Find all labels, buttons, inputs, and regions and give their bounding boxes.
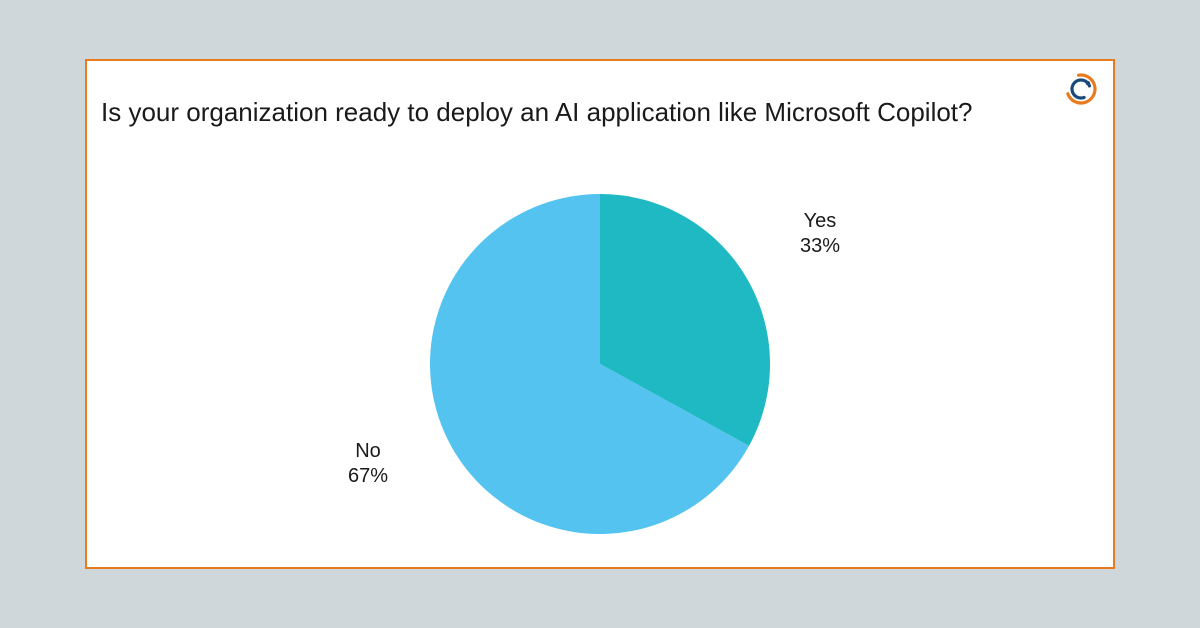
pie-svg bbox=[430, 194, 770, 534]
slice-label-percent: 67% bbox=[348, 464, 388, 489]
slice-label-name: No bbox=[348, 439, 388, 464]
chart-card: Is your organization ready to deploy an … bbox=[85, 59, 1115, 569]
pie-slice-label: No67% bbox=[348, 439, 388, 489]
slice-label-name: Yes bbox=[800, 209, 840, 234]
pie-chart: Yes33% No67% bbox=[87, 161, 1113, 567]
pie-slice-label: Yes33% bbox=[800, 209, 840, 259]
chart-title: Is your organization ready to deploy an … bbox=[101, 97, 1099, 128]
slice-label-percent: 33% bbox=[800, 234, 840, 259]
